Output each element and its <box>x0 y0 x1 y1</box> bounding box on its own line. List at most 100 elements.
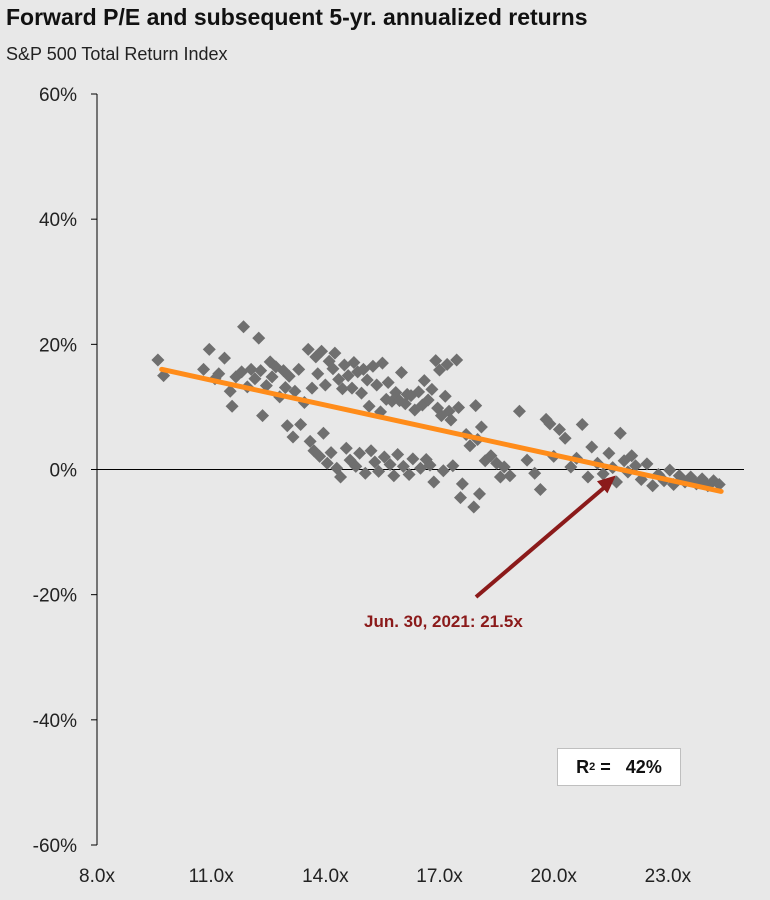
data-point <box>442 404 456 418</box>
data-point <box>581 470 595 484</box>
data-point <box>256 409 270 423</box>
data-point <box>311 367 325 381</box>
data-point <box>235 365 249 379</box>
y-tick-label: 40% <box>39 210 77 231</box>
annotation-label: Jun. 30, 2021: 21.5x <box>364 612 523 631</box>
y-tick-label: -60% <box>33 836 77 857</box>
data-point <box>381 376 395 390</box>
data-point <box>425 382 439 396</box>
data-point <box>575 417 589 431</box>
data-point <box>372 464 386 478</box>
data-point <box>280 419 294 433</box>
data-point <box>332 372 346 386</box>
data-point <box>412 385 426 399</box>
data-point <box>265 370 279 384</box>
data-point <box>362 399 376 413</box>
data-point <box>324 446 338 460</box>
data-point <box>558 431 572 445</box>
data-point <box>520 453 534 467</box>
data-point <box>305 381 319 395</box>
annotation-group: Jun. 30, 2021: 21.5x <box>364 475 616 631</box>
data-point <box>217 351 231 365</box>
data-point <box>421 393 435 407</box>
data-point <box>596 467 610 481</box>
data-point <box>417 374 431 388</box>
data-point <box>316 426 330 440</box>
data-point <box>364 444 378 458</box>
y-tick-label: 60% <box>39 85 77 106</box>
data-point <box>552 422 566 436</box>
data-point <box>396 459 410 473</box>
data-point <box>318 378 332 392</box>
data-point <box>377 450 391 464</box>
data-point <box>453 491 467 505</box>
data-point <box>472 487 486 501</box>
data-point <box>543 417 557 431</box>
data-point <box>467 500 481 514</box>
data-point <box>455 477 469 491</box>
y-tick-label: 20% <box>39 335 77 356</box>
x-tick-label: 11.0x <box>189 866 235 887</box>
data-point <box>446 459 460 473</box>
data-point <box>294 417 308 431</box>
data-point <box>237 320 251 334</box>
data-point <box>320 456 334 470</box>
y-tick-label: -20% <box>33 586 77 607</box>
data-point <box>440 357 454 371</box>
axes: 60% 40% 20% 0% -20% -40% -60%8.0x 11.0x 14.0x 17.… <box>33 85 744 887</box>
data-point <box>438 389 452 403</box>
data-point <box>613 426 627 440</box>
data-point <box>433 363 447 377</box>
trendline <box>159 366 724 494</box>
data-point <box>452 401 466 415</box>
r-squared-label: R <box>576 756 590 777</box>
data-point <box>292 362 306 376</box>
data-point <box>259 379 273 393</box>
data-point <box>533 483 547 497</box>
data-point <box>427 475 441 489</box>
data-point <box>248 372 262 386</box>
data-point <box>394 365 408 379</box>
data-point <box>334 470 348 484</box>
data-point <box>197 362 211 376</box>
data-point <box>353 446 367 460</box>
data-point <box>202 342 216 356</box>
data-point <box>444 413 458 427</box>
data-point <box>335 382 349 396</box>
data-point <box>339 441 353 455</box>
data-point <box>301 342 315 356</box>
data-point <box>315 344 329 358</box>
data-points <box>151 320 726 514</box>
data-point <box>278 381 292 395</box>
data-point <box>358 466 372 480</box>
data-point <box>282 369 296 383</box>
data-point <box>347 355 361 369</box>
data-point <box>326 362 340 376</box>
data-point <box>640 457 654 471</box>
data-point <box>349 459 363 473</box>
data-point <box>151 353 165 367</box>
data-point <box>383 457 397 471</box>
data-point <box>212 367 226 381</box>
annotation-arrow-head <box>596 475 616 494</box>
data-point <box>252 331 266 345</box>
trendline-group <box>159 366 724 494</box>
x-tick-label: 17.0x <box>416 866 463 887</box>
data-point <box>474 420 488 434</box>
data-point <box>436 464 450 478</box>
data-point <box>360 373 374 387</box>
r-squared-sup: 2 <box>589 761 596 773</box>
y-tick-label: 0% <box>50 461 78 482</box>
data-point <box>398 397 412 411</box>
data-point <box>423 458 437 472</box>
r-squared-value: = 42% <box>595 756 662 777</box>
data-point <box>303 434 317 448</box>
data-point <box>602 446 616 460</box>
data-point <box>503 469 517 483</box>
data-point <box>463 439 477 453</box>
data-point <box>375 356 389 370</box>
data-point <box>370 378 384 392</box>
data-point <box>387 469 401 483</box>
